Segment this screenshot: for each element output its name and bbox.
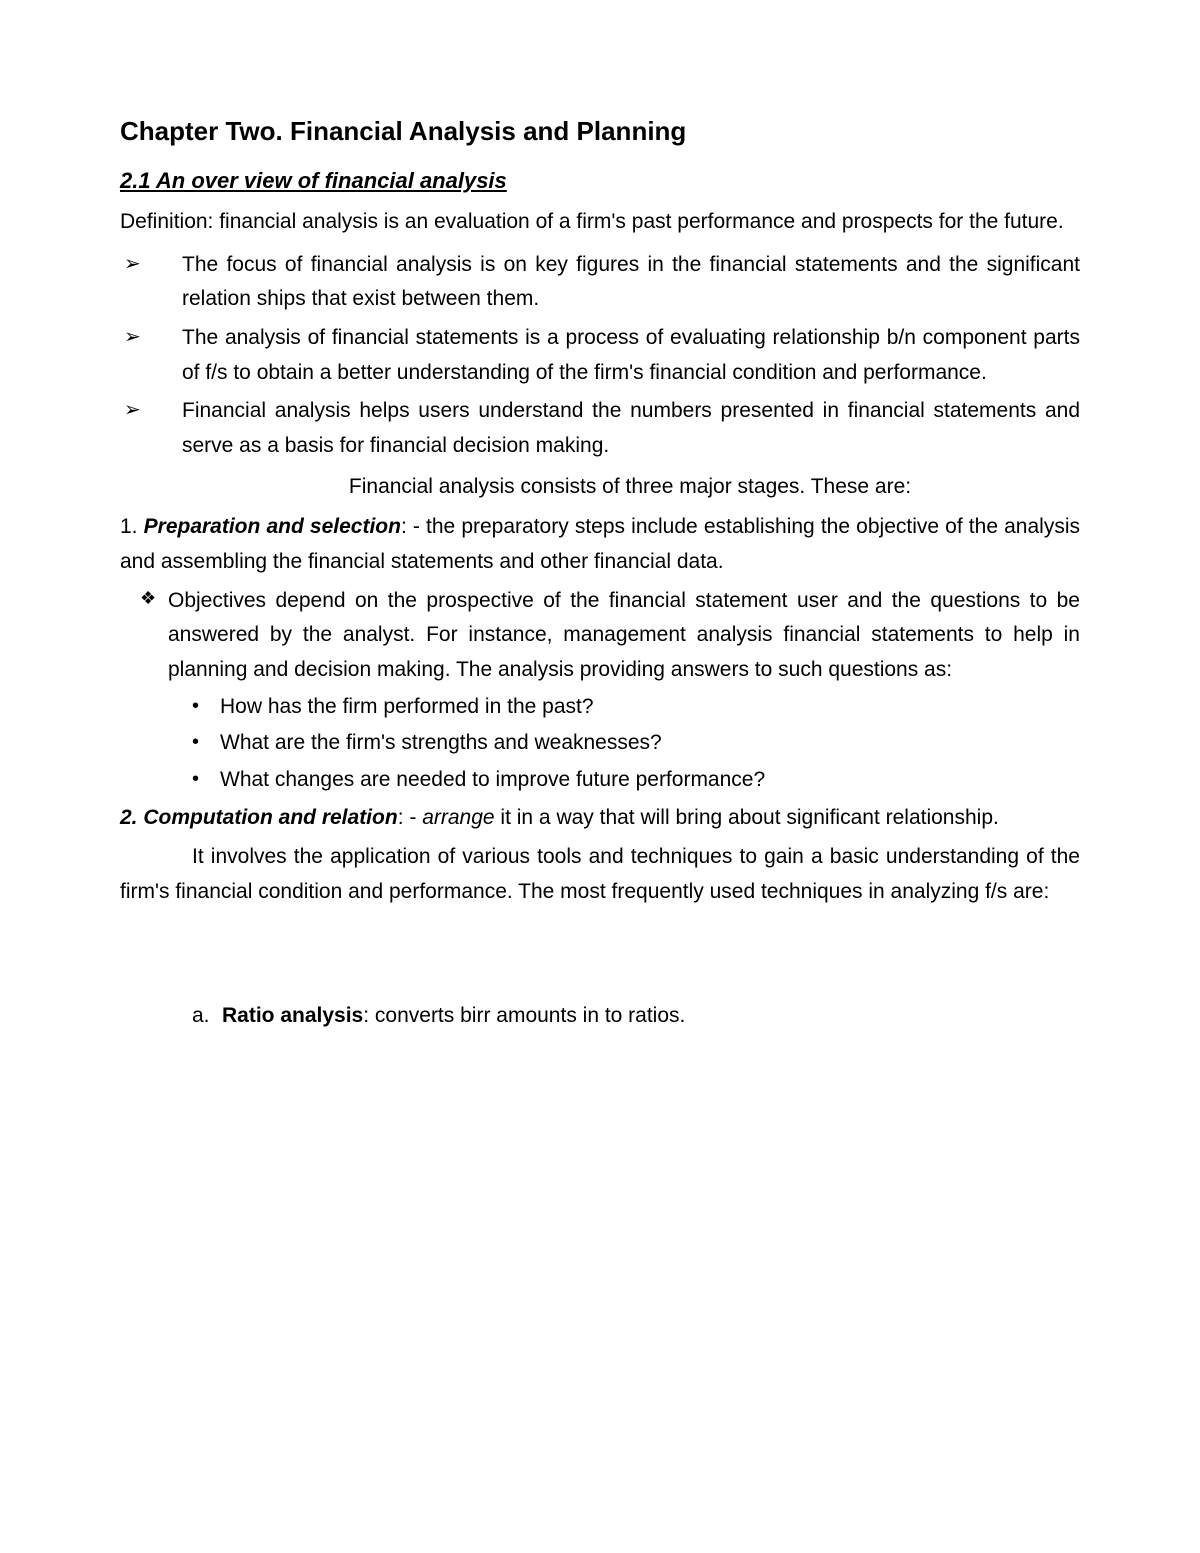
dot-icon: •: [192, 763, 220, 796]
alpha-label: Ratio analysis: [222, 1004, 363, 1027]
question-text: What are the firm's strengths and weakne…: [220, 726, 662, 761]
alpha-letter: a.: [192, 999, 222, 1034]
italic-word: arrange: [422, 806, 494, 829]
diamond-bullet-item: ❖ Objectives depend on the prospective o…: [120, 584, 1080, 688]
bullet-text: The analysis of financial statements is …: [182, 321, 1080, 390]
question-list: • How has the firm performed in the past…: [120, 690, 1080, 798]
stage-2-block: 2. Computation and relation: - arrange i…: [120, 801, 1080, 836]
list-item: ➢ The focus of financial analysis is on …: [120, 248, 1080, 317]
list-item: • What are the firm's strengths and weak…: [120, 726, 1080, 761]
definition-paragraph: Definition: financial analysis is an eva…: [120, 205, 1080, 240]
dot-icon: •: [192, 690, 220, 723]
stage-label: Preparation and selection: [144, 515, 401, 538]
diamond-icon: ❖: [140, 584, 168, 614]
bullet-text: Financial analysis helps users understan…: [182, 394, 1080, 463]
question-text: What changes are needed to improve futur…: [220, 763, 765, 798]
arrow-bullet-list: ➢ The focus of financial analysis is on …: [120, 248, 1080, 464]
document-page: Chapter Two. Financial Analysis and Plan…: [0, 0, 1200, 1553]
stage-number: 1.: [120, 515, 144, 538]
stage-label: 2. Computation and relation: [120, 806, 398, 829]
list-item: ➢ The analysis of financial statements i…: [120, 321, 1080, 390]
arrow-icon: ➢: [120, 321, 182, 354]
question-text: How has the firm performed in the past?: [220, 690, 594, 725]
list-item: ➢ Financial analysis helps users underst…: [120, 394, 1080, 463]
stages-intro: Financial analysis consists of three maj…: [120, 470, 1080, 505]
diamond-text: Objectives depend on the prospective of …: [168, 584, 1080, 688]
chapter-title: Chapter Two. Financial Analysis and Plan…: [120, 110, 1080, 153]
stage-2-paragraph: It involves the application of various t…: [120, 840, 1080, 909]
list-item: • How has the firm performed in the past…: [120, 690, 1080, 725]
stage-text-suffix: it in a way that will bring about signif…: [495, 806, 999, 829]
arrow-icon: ➢: [120, 248, 182, 281]
section-title: 2.1 An over view of financial analysis: [120, 163, 1080, 199]
stage-text-prefix: : -: [398, 806, 423, 829]
alpha-desc: : converts birr amounts in to ratios.: [363, 1004, 685, 1027]
arrow-icon: ➢: [120, 394, 182, 427]
alpha-list-item: a. Ratio analysis: converts birr amounts…: [120, 999, 1080, 1034]
dot-icon: •: [192, 726, 220, 759]
bullet-text: The focus of financial analysis is on ke…: [182, 248, 1080, 317]
spacer: [120, 909, 1080, 999]
list-item: • What changes are needed to improve fut…: [120, 763, 1080, 798]
stage-1-block: 1. Preparation and selection: - the prep…: [120, 510, 1080, 579]
alpha-text: Ratio analysis: converts birr amounts in…: [222, 999, 1080, 1034]
